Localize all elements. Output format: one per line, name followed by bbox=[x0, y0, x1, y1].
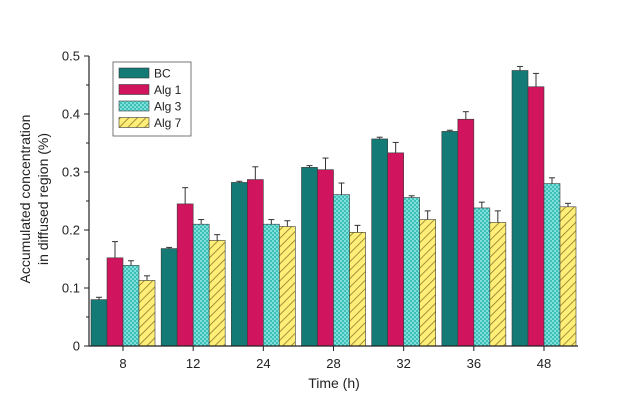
bar-bc-32h bbox=[371, 138, 388, 347]
legend-label-bc: BC bbox=[154, 67, 171, 81]
legend-label-alg3: Alg 3 bbox=[154, 100, 182, 114]
x-tick-label-32: 32 bbox=[396, 356, 410, 371]
y-tick-label-0.1: 0.1 bbox=[62, 281, 80, 296]
bar-alg1-32h bbox=[387, 152, 404, 347]
axes-layer: 8 12 24 28 32 36 48 0 0.1 0.2 0.3 0.4 0.5 bbox=[62, 49, 578, 371]
y-axis-title: Accumulated concentration in diffused re… bbox=[17, 115, 51, 284]
legend-label-alg1: Alg 1 bbox=[154, 83, 182, 97]
bar-alg3-32h bbox=[403, 197, 420, 347]
x-tick-label-36: 36 bbox=[467, 356, 481, 371]
bar-alg1-8h bbox=[106, 257, 124, 347]
y-axis-title-line-1: Accumulated concentration bbox=[17, 115, 33, 284]
x-tick-label-12: 12 bbox=[186, 356, 200, 371]
error-bars-layer bbox=[96, 65, 571, 300]
bar-alg3-36h bbox=[473, 207, 491, 347]
x-tick-label-28: 28 bbox=[326, 356, 340, 371]
x-tick-label-8: 8 bbox=[119, 356, 126, 371]
bar-bc-36h bbox=[441, 131, 459, 347]
bar-alg3-12h bbox=[192, 223, 210, 347]
bar-alg7-48h bbox=[559, 206, 577, 347]
bar-bc-8h bbox=[90, 299, 108, 347]
bar-alg7-24h bbox=[279, 226, 296, 347]
legend-swatch-alg7 bbox=[118, 117, 150, 128]
bar-alg3-8h bbox=[122, 265, 140, 347]
legend-swatch-bc bbox=[118, 67, 150, 79]
bar-alg1-24h bbox=[247, 179, 264, 347]
bar-alg3-28h bbox=[333, 194, 350, 347]
bar-bc-24h bbox=[231, 182, 248, 347]
bar-bc-48h bbox=[511, 70, 529, 347]
bar-alg1-28h bbox=[317, 169, 334, 347]
bar-alg7-36h bbox=[489, 222, 507, 347]
y-tick-label-0: 0 bbox=[73, 339, 80, 354]
bar-alg7-8h bbox=[138, 280, 156, 347]
y-tick-label-0.2: 0.2 bbox=[62, 223, 80, 238]
bar-alg3-48h bbox=[543, 183, 561, 347]
legend-label-alg7: Alg 7 bbox=[154, 116, 182, 130]
y-tick-label-0.4: 0.4 bbox=[62, 107, 80, 122]
bar-alg3-24h bbox=[263, 223, 280, 347]
bar-alg1-12h bbox=[176, 203, 194, 347]
x-tick-label-48: 48 bbox=[537, 356, 551, 371]
legend-swatch-alg1 bbox=[118, 84, 150, 95]
bar-bc-12h bbox=[160, 248, 178, 347]
bar-alg7-28h bbox=[349, 232, 366, 347]
x-tick-label-24: 24 bbox=[256, 356, 270, 371]
y-tick-label-0.5: 0.5 bbox=[62, 49, 80, 64]
bar-alg7-32h bbox=[419, 219, 436, 347]
bar-bc-28h bbox=[301, 167, 318, 347]
legend-swatch-alg3 bbox=[118, 100, 150, 112]
x-axis-title: Time (h) bbox=[308, 375, 360, 391]
y-tick-label-0.3: 0.3 bbox=[62, 165, 80, 180]
bar-alg7-12h bbox=[208, 240, 226, 347]
y-axis-title-line-2: in diffused region (%) bbox=[35, 133, 51, 265]
bar-alg1-48h bbox=[527, 86, 545, 347]
legend: BC Alg 1 Alg 3 Alg 7 bbox=[112, 61, 192, 137]
bar-alg1-36h bbox=[457, 118, 475, 347]
